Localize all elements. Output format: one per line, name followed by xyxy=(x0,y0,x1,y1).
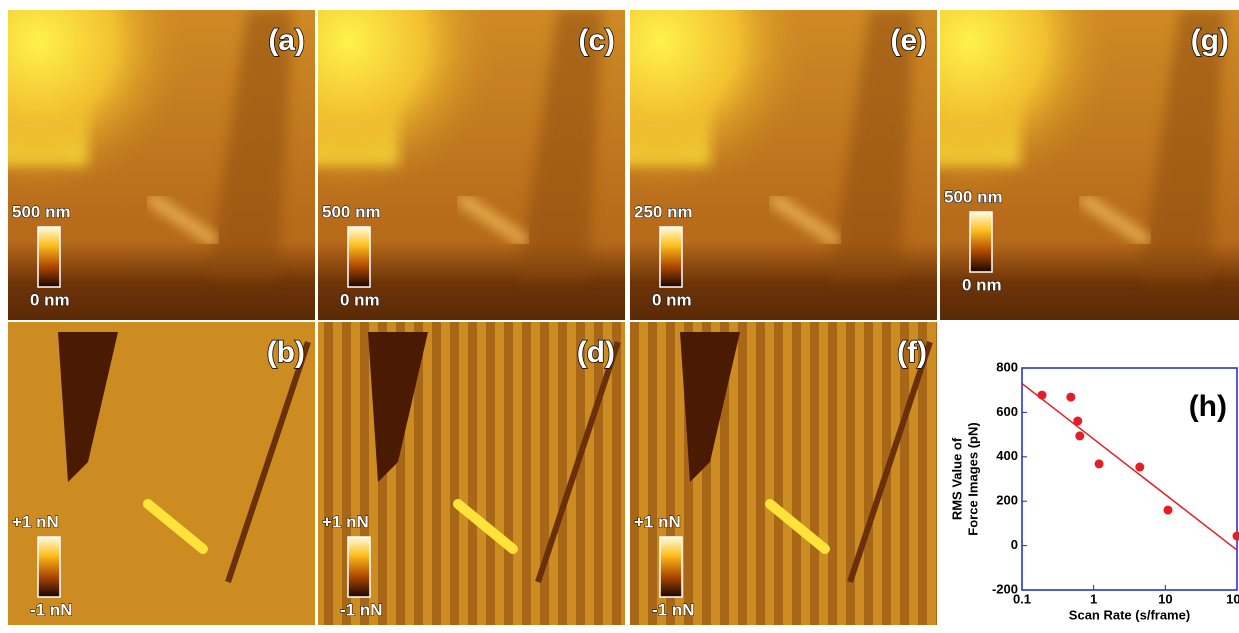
data-point xyxy=(1075,431,1084,440)
y-tick-label: 600 xyxy=(996,404,1018,419)
y-axis-label: RMS Value of xyxy=(949,437,964,520)
scale-min-label: 0 nm xyxy=(652,290,692,309)
panel-label: (c) xyxy=(578,24,615,57)
panel-label: (e) xyxy=(890,24,927,57)
scale-max-label: +1 nN xyxy=(322,512,369,531)
data-point xyxy=(1066,393,1075,402)
scale-min-label: -1 nN xyxy=(652,600,695,619)
data-point xyxy=(1073,417,1082,426)
y-tick-label: 200 xyxy=(996,493,1018,508)
panel-label: (b) xyxy=(267,336,305,369)
y-tick-label: 800 xyxy=(996,359,1018,374)
data-point xyxy=(1095,459,1104,468)
x-axis-label: Scan Rate (s/frame) xyxy=(1069,607,1190,622)
panel-label: (d) xyxy=(577,336,615,369)
panel-label: (a) xyxy=(268,24,305,57)
scale-min-label: 0 nm xyxy=(30,290,70,309)
color-bar xyxy=(348,537,370,597)
color-bar xyxy=(38,537,60,597)
scale-min-label: -1 nN xyxy=(30,600,73,619)
color-bar xyxy=(660,537,682,597)
x-tick-label: 1 xyxy=(1090,591,1097,606)
y-tick-label: 0 xyxy=(1011,537,1018,552)
scale-max-label: 250 nm xyxy=(634,202,693,221)
y-axis-label: Force Images (pN) xyxy=(965,422,980,535)
data-point xyxy=(1164,506,1173,515)
data-point xyxy=(1135,463,1144,472)
scale-min-label: 0 nm xyxy=(962,275,1002,294)
data-point xyxy=(1037,391,1046,400)
color-bar xyxy=(348,227,370,287)
x-tick-label: 100 xyxy=(1226,591,1239,606)
scale-max-label: 500 nm xyxy=(12,202,71,221)
panel-label: (g) xyxy=(1191,24,1229,57)
panel-label: (h) xyxy=(1189,390,1227,423)
color-bar xyxy=(38,227,60,287)
scale-min-label: 0 nm xyxy=(340,290,380,309)
figure: (a) 500 nm 0 nm (c) 500 nm 0 nm (e) 250 nm 0 nm (… xyxy=(0,0,1239,628)
scale-max-label: +1 nN xyxy=(634,512,681,531)
color-bar xyxy=(660,227,682,287)
y-tick-label: 400 xyxy=(996,448,1018,463)
panel-label: (f) xyxy=(897,336,927,369)
scale-max-label: +1 nN xyxy=(12,512,59,531)
color-bar xyxy=(970,212,992,272)
x-tick-label: 0.1 xyxy=(1013,591,1031,606)
scale-min-label: -1 nN xyxy=(340,600,383,619)
scale-max-label: 500 nm xyxy=(944,187,1003,206)
scale-max-label: 500 nm xyxy=(322,202,381,221)
x-tick-label: 10 xyxy=(1158,591,1172,606)
